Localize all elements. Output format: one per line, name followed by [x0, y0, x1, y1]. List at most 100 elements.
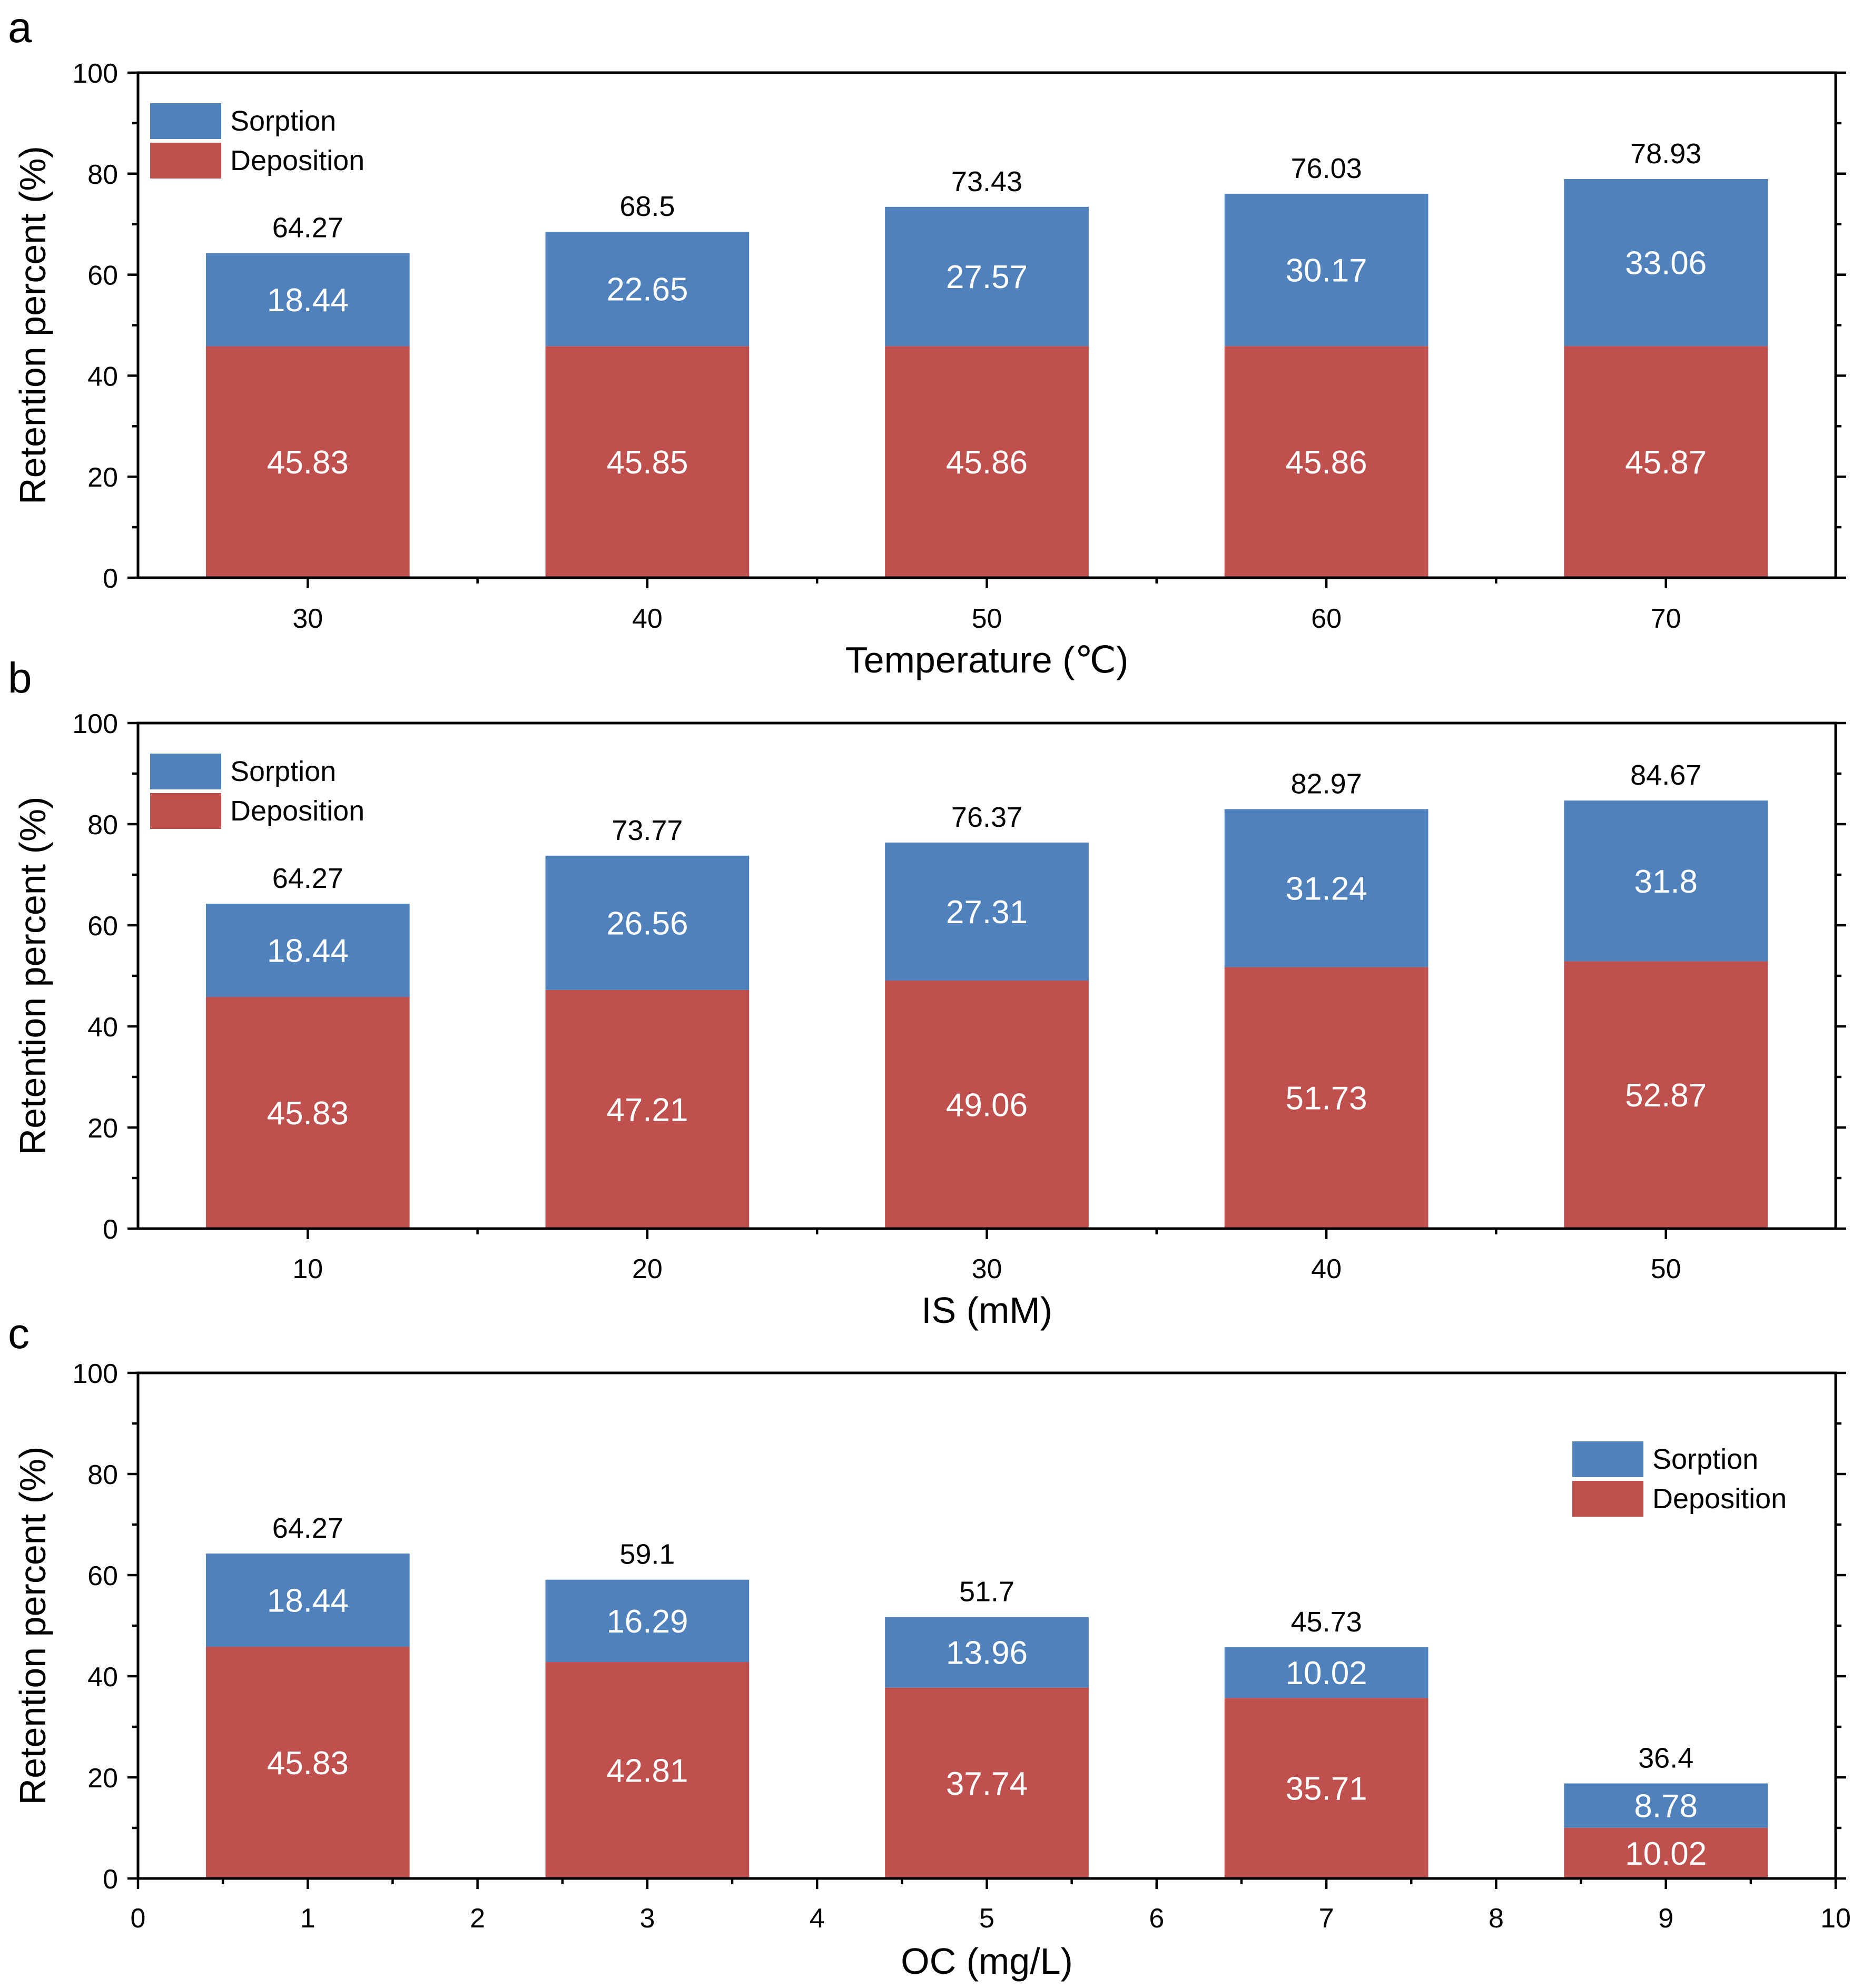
y-tick-label: 20 — [87, 1763, 118, 1794]
sorption-bar — [1564, 1783, 1768, 1828]
legend-label-sorption: Sorption — [230, 756, 336, 787]
legend: Sorption Deposition — [150, 754, 364, 829]
sorption-value-label: 18.44 — [267, 282, 349, 319]
y-tick-label: 0 — [103, 563, 118, 594]
total-value-label: 59.1 — [619, 1539, 675, 1570]
deposition-bar — [1224, 1698, 1428, 1878]
sorption-bar — [545, 232, 750, 347]
legend-swatch-sorption — [150, 754, 221, 789]
x-tick-label: 0 — [131, 1903, 146, 1934]
deposition-value-label: 45.86 — [1286, 444, 1367, 481]
deposition-value-label: 45.83 — [267, 1095, 349, 1132]
y-tick-label: 100 — [72, 1359, 118, 1389]
x-tick-label: 50 — [1651, 1254, 1681, 1284]
deposition-value-label: 45.83 — [267, 444, 349, 481]
legend: Sorption Deposition — [150, 103, 364, 179]
legend-label-deposition: Deposition — [230, 795, 364, 827]
legend-label-sorption: Sorption — [230, 105, 336, 137]
y-tick-label: 80 — [87, 160, 118, 190]
sorption-bar — [545, 1579, 750, 1663]
sorption-value-label: 13.96 — [946, 1635, 1028, 1671]
y-tick-label: 0 — [103, 1864, 118, 1895]
x-tick-label: 40 — [632, 604, 663, 634]
x-axis-title: IS (mM) — [921, 1290, 1052, 1331]
sorption-bar — [205, 1554, 410, 1647]
y-axis-title: Retention percent (%) — [12, 797, 53, 1155]
deposition-value-label: 49.06 — [946, 1087, 1028, 1124]
sorption-value-label: 16.29 — [606, 1604, 688, 1640]
x-tick-label: 60 — [1311, 604, 1342, 634]
x-tick-label: 10 — [1820, 1903, 1851, 1934]
y-tick-label: 40 — [87, 361, 118, 392]
sorption-value-label: 30.17 — [1286, 253, 1367, 289]
y-tick-label: 40 — [87, 1012, 118, 1043]
x-tick-label: 70 — [1651, 604, 1681, 634]
y-axis-title: Retention percent (%) — [12, 146, 53, 505]
panel-b: b 45.83 18.44 64.27 47.21 26.56 73.77 49.06 27.3… — [8, 654, 1846, 1331]
sorption-bar — [1564, 179, 1768, 347]
deposition-bar — [1224, 967, 1428, 1229]
deposition-value-label: 52.87 — [1625, 1077, 1707, 1114]
panel-a: a 45.83 18.44 64.27 45.85 22.65 68.5 45.86 27.57… — [8, 4, 1846, 680]
legend: Sorption Deposition — [1572, 1441, 1787, 1517]
deposition-bar — [885, 981, 1089, 1229]
y-tick-label: 60 — [87, 261, 118, 291]
panel-letter: b — [8, 654, 32, 702]
y-tick-label: 60 — [87, 911, 118, 942]
x-tick-label: 50 — [972, 604, 1002, 634]
total-value-label: 82.97 — [1291, 768, 1362, 799]
total-value-label: 84.67 — [1630, 759, 1701, 791]
sorption-bar — [205, 904, 410, 997]
total-value-label: 36.4 — [1638, 1743, 1693, 1774]
total-value-label: 45.73 — [1291, 1606, 1362, 1638]
x-tick-label: 9 — [1658, 1903, 1673, 1934]
total-value-label: 76.37 — [951, 802, 1022, 833]
x-tick-label: 2 — [470, 1903, 485, 1934]
x-tick-label: 6 — [1149, 1903, 1164, 1934]
deposition-value-label: 42.81 — [606, 1753, 688, 1789]
sorption-value-label: 31.8 — [1634, 864, 1698, 900]
legend-label-deposition: Deposition — [230, 145, 364, 176]
legend-swatch-sorption — [1572, 1441, 1643, 1477]
x-tick-label: 7 — [1319, 1903, 1334, 1934]
x-tick-label: 20 — [632, 1254, 663, 1284]
y-tick-label: 40 — [87, 1662, 118, 1693]
deposition-value-label: 10.02 — [1625, 1836, 1707, 1872]
x-tick-label: 8 — [1489, 1903, 1504, 1934]
sorption-bar — [885, 206, 1089, 347]
total-value-label: 64.27 — [272, 863, 343, 894]
sorption-bar — [1564, 800, 1768, 962]
deposition-bar — [545, 1662, 750, 1878]
total-value-label: 78.93 — [1630, 138, 1701, 170]
total-value-label: 76.03 — [1291, 153, 1362, 184]
sorption-bar — [205, 253, 410, 347]
deposition-bar — [885, 1687, 1089, 1878]
deposition-bar — [545, 346, 750, 578]
total-value-label: 73.77 — [612, 815, 683, 846]
x-tick-label: 30 — [292, 604, 323, 634]
deposition-bar — [1564, 961, 1768, 1229]
x-tick-label: 40 — [1311, 1254, 1342, 1284]
x-tick-label: 4 — [810, 1903, 825, 1934]
sorption-value-label: 31.24 — [1286, 871, 1367, 907]
panel-c: c 45.83 18.44 64.27 42.81 16.29 59.1 37.74 13.96… — [8, 1310, 1851, 1982]
deposition-value-label: 45.86 — [946, 444, 1028, 481]
deposition-bar — [205, 346, 410, 578]
sorption-bar — [885, 842, 1089, 981]
legend-label-sorption: Sorption — [1652, 1443, 1758, 1475]
deposition-value-label: 51.73 — [1286, 1081, 1367, 1117]
sorption-value-label: 18.44 — [267, 1583, 349, 1619]
deposition-bar — [1564, 346, 1768, 578]
total-value-label: 68.5 — [619, 191, 675, 222]
sorption-bar — [885, 1617, 1089, 1688]
sorption-value-label: 10.02 — [1286, 1655, 1367, 1692]
y-tick-label: 0 — [103, 1214, 118, 1245]
total-value-label: 51.7 — [959, 1576, 1014, 1608]
y-tick-label: 60 — [87, 1561, 118, 1591]
sorption-value-label: 27.31 — [946, 894, 1028, 931]
deposition-value-label: 47.21 — [606, 1092, 688, 1128]
x-tick-label: 30 — [972, 1254, 1002, 1284]
total-value-label: 64.27 — [272, 212, 343, 244]
sorption-bar — [1224, 1647, 1428, 1698]
